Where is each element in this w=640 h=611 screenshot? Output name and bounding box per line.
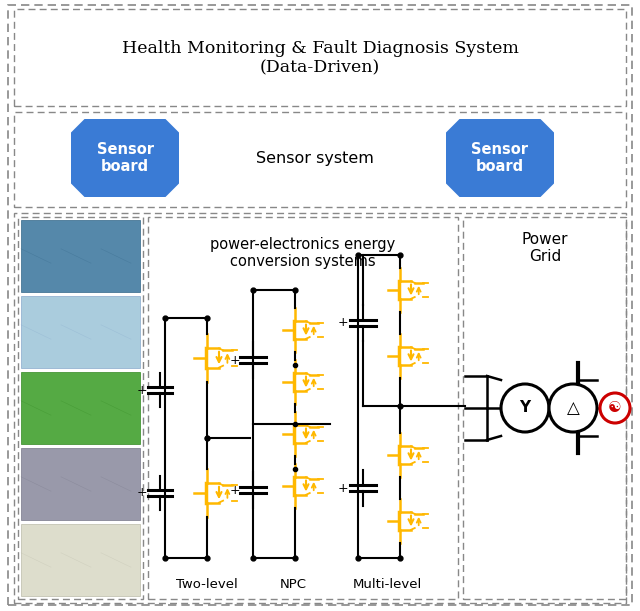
Bar <box>14 112 626 207</box>
Circle shape <box>501 384 549 432</box>
Text: +: + <box>137 486 147 500</box>
Bar <box>21 524 140 596</box>
Text: Y: Y <box>520 400 531 415</box>
Bar <box>14 9 626 106</box>
Text: +: + <box>230 354 240 367</box>
Text: +: + <box>338 316 348 329</box>
Text: ☯: ☯ <box>608 400 622 415</box>
Text: Power
Grid: Power Grid <box>522 232 568 265</box>
Polygon shape <box>446 119 554 197</box>
Circle shape <box>549 384 597 432</box>
Text: NPC: NPC <box>280 579 307 591</box>
Text: +: + <box>338 481 348 494</box>
Text: Sensor
board: Sensor board <box>97 142 154 174</box>
Text: Two-level: Two-level <box>176 579 238 591</box>
Bar <box>463 217 626 599</box>
Text: Health Monitoring & Fault Diagnosis System
(Data-Driven): Health Monitoring & Fault Diagnosis Syst… <box>122 40 518 76</box>
Bar <box>148 217 458 599</box>
Bar <box>21 372 140 444</box>
Polygon shape <box>71 119 179 197</box>
Text: +: + <box>137 384 147 397</box>
Text: power-electronics energy
conversion systems: power-electronics energy conversion syst… <box>211 237 396 269</box>
Text: Sensor system: Sensor system <box>256 150 374 166</box>
Bar <box>14 213 626 603</box>
Text: +: + <box>230 483 240 497</box>
Bar <box>21 220 140 292</box>
Circle shape <box>600 393 630 423</box>
Text: △: △ <box>566 399 579 417</box>
Text: Multi-level: Multi-level <box>353 579 422 591</box>
Bar <box>18 217 143 599</box>
Text: Sensor
board: Sensor board <box>472 142 529 174</box>
Bar <box>21 296 140 368</box>
Bar <box>21 448 140 520</box>
